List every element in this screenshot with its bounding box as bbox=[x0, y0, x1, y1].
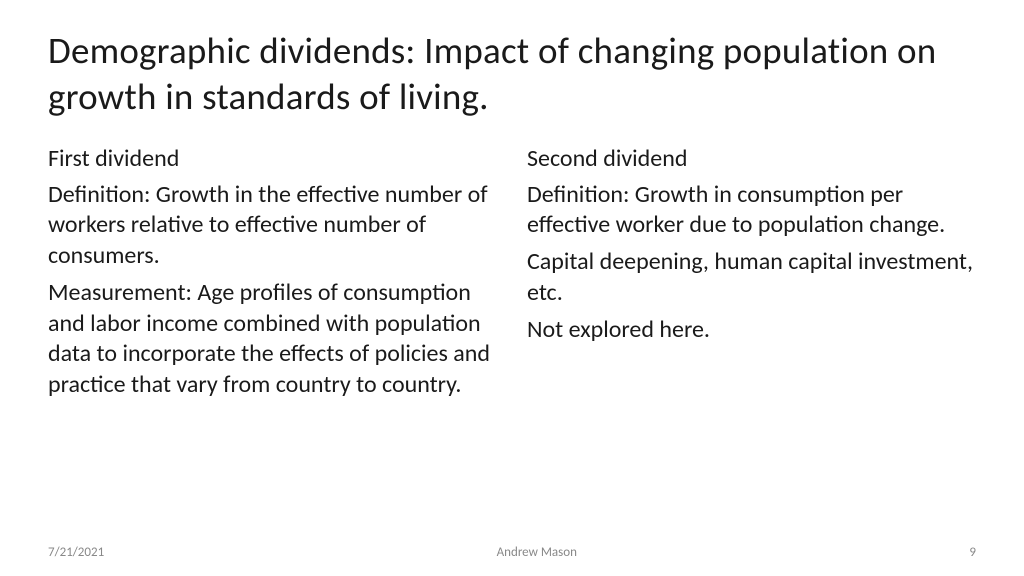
right-line2: Capital deepening, human capital investm… bbox=[527, 247, 976, 308]
slide-title: Demographic dividends: Impact of changin… bbox=[48, 28, 976, 121]
right-column: Second dividend Definition: Growth in co… bbox=[527, 143, 976, 407]
right-heading: Second dividend bbox=[527, 143, 976, 174]
footer-page-number: 9 bbox=[969, 545, 976, 560]
left-measurement: Measurement: Age profiles of consumption… bbox=[48, 278, 497, 401]
right-line3: Not explored here. bbox=[527, 315, 976, 346]
left-column: First dividend Definition: Growth in the… bbox=[48, 143, 497, 407]
footer-author: Andrew Mason bbox=[104, 545, 969, 560]
slide: Demographic dividends: Impact of changin… bbox=[0, 0, 1024, 576]
left-heading: First dividend bbox=[48, 143, 497, 174]
right-definition: Definition: Growth in consumption per ef… bbox=[527, 180, 976, 241]
left-definition: Definition: Growth in the effective numb… bbox=[48, 180, 497, 272]
content-columns: First dividend Definition: Growth in the… bbox=[48, 143, 976, 407]
slide-footer: 7/21/2021 Andrew Mason 9 bbox=[0, 545, 1024, 560]
footer-date: 7/21/2021 bbox=[48, 545, 104, 560]
